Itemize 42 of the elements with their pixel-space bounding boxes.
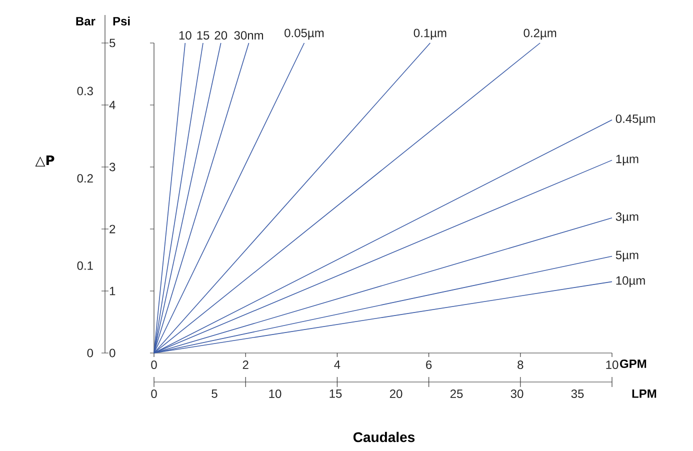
series-label: 30nm <box>234 31 264 40</box>
x2-tick-label: 25 <box>450 390 463 398</box>
text: Caudales <box>353 432 415 442</box>
x-tick-label: 4 <box>334 360 340 369</box>
y-tick-label: 5 <box>110 38 116 48</box>
y-tick-label: 1 <box>110 286 116 296</box>
series-label: 10 <box>179 31 192 40</box>
x-axis-title: GPM <box>620 360 646 368</box>
x2-tick-label: 20 <box>390 390 402 398</box>
series-label: 15 <box>197 31 210 40</box>
y-tick-label: 2 <box>110 224 116 234</box>
x2-tick-label: 5 <box>212 390 218 398</box>
x-tick-label: 8 <box>518 360 524 370</box>
x2-tick-label: 10 <box>269 390 282 398</box>
y2-tick-label: 0.1 <box>77 261 93 270</box>
series-label: 20 <box>214 31 228 40</box>
x2-axis-title: LPM <box>632 390 656 398</box>
x-tick-label: 6 <box>426 360 432 370</box>
y2-tick-label: 0 <box>87 348 94 358</box>
x-tick-label: 10 <box>606 360 618 370</box>
series-label: 10µm <box>616 276 645 288</box>
x-tick-label: 0 <box>151 360 157 370</box>
y-tick-label: 3 <box>109 162 116 172</box>
y2-tick-label: 0.3 <box>77 86 93 96</box>
series-label: 5µm <box>616 250 638 262</box>
series-label: 0.2µm <box>524 28 556 40</box>
x2-tick-label: 35 <box>571 390 584 398</box>
series-label: 3µm <box>616 212 638 224</box>
y-tick-label: 4 <box>109 100 116 110</box>
y-tick-label: 0 <box>110 348 116 358</box>
y-axis-title: Psi <box>113 16 130 26</box>
y2-tick-label: 0.2 <box>77 174 93 183</box>
series-label: 1µm <box>616 154 638 166</box>
x2-tick-label: 30 <box>510 390 524 398</box>
x2-tick-label: 15 <box>330 390 342 398</box>
text: △P <box>35 155 54 167</box>
x2-tick-label: 0 <box>151 390 157 398</box>
x-tick-label: 2 <box>242 360 248 369</box>
series-label: 0.1µm <box>414 28 446 40</box>
series-label: 0.05µm <box>284 28 324 40</box>
series-label: 0.45µm <box>616 114 655 126</box>
y2-axis-title: Bar <box>76 17 96 26</box>
